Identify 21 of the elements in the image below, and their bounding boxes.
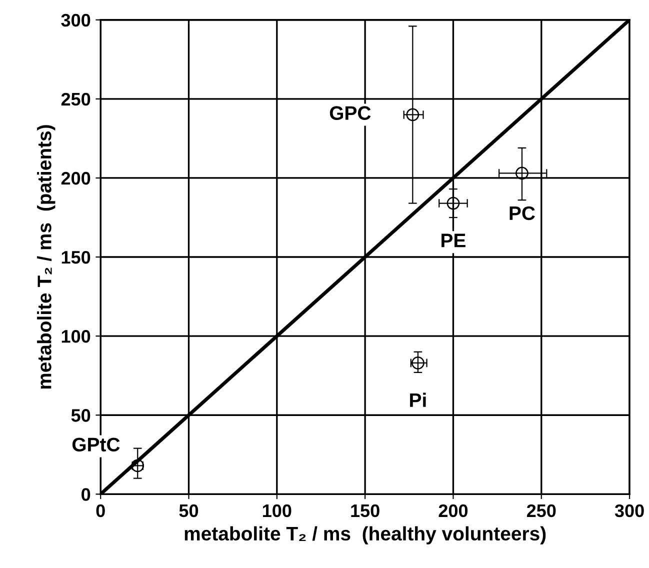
- y-tick-label: 300: [61, 14, 90, 27]
- x-tick-label: 300: [614, 504, 644, 518]
- annotation: GPC: [330, 106, 371, 120]
- y-tick-label: 100: [62, 330, 90, 343]
- annotation: PC: [510, 206, 535, 220]
- x-tick-label: 100: [262, 504, 292, 518]
- x-tick-label: 150: [351, 504, 380, 518]
- y-tick-label: 0: [82, 488, 90, 501]
- x-tick-label: 250: [526, 504, 556, 518]
- y-tick-label: 250: [61, 92, 90, 106]
- y-tick-label: 50: [71, 409, 90, 422]
- annotation: PE: [442, 234, 466, 248]
- x-tick-label: 200: [438, 504, 468, 518]
- x-tick-label: 0: [96, 504, 105, 518]
- annotation: GPtC: [72, 438, 120, 452]
- y-tick-label: 200: [61, 172, 90, 185]
- y-axis-title: metabolite T₂ / ms (patients): [37, 125, 56, 389]
- y-tick-label: 150: [62, 250, 90, 264]
- x-axis-title: metabolite T₂ / ms (healthy volunteers): [184, 526, 546, 544]
- x-tick-label: 50: [179, 504, 198, 518]
- annotation: Pi: [410, 392, 426, 407]
